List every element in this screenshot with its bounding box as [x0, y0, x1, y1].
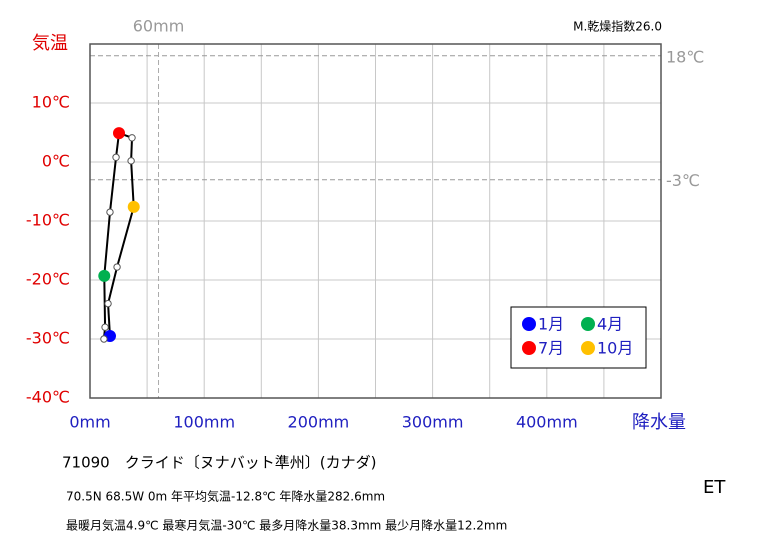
- y-tick-label: 10℃: [32, 93, 70, 112]
- reference-label: 18℃: [666, 47, 704, 66]
- x-tick-label: 100mm: [173, 413, 235, 432]
- month-point: [127, 200, 140, 213]
- month-point: [101, 323, 109, 331]
- x-tick-label: 400mm: [516, 413, 578, 432]
- x-tick-label: 300mm: [402, 413, 464, 432]
- reference-label: 60mm: [133, 17, 185, 36]
- legend-marker: [522, 317, 536, 331]
- month-point: [112, 153, 120, 161]
- info-line: 70.5N 68.5W 0m 年平均気温-12.8℃ 年降水量282.6mm: [66, 489, 385, 504]
- y-tick-label: 0℃: [42, 152, 70, 171]
- month-point: [128, 134, 136, 142]
- dryness-index: M.乾燥指数26.0: [573, 19, 662, 34]
- y-axis-label: 気温: [32, 33, 68, 54]
- month-point: [100, 335, 108, 343]
- info-line: 最暖月気温4.9℃ 最寒月気温-30℃ 最多月降水量38.3mm 最少月降水量1…: [66, 518, 507, 533]
- legend-marker: [581, 341, 595, 355]
- month-point: [104, 299, 112, 308]
- plot-frame: [89, 43, 662, 399]
- month-point: [127, 157, 135, 165]
- month-point: [106, 208, 114, 216]
- y-tick-label: -20℃: [26, 270, 70, 289]
- x-axis-label: 降水量: [632, 412, 686, 433]
- y-tick-label: -10℃: [26, 211, 70, 230]
- legend-marker: [581, 317, 595, 331]
- y-tick-label: -30℃: [26, 329, 70, 348]
- station: 71090 クライド〔ヌナバット準州〕(カナダ): [62, 454, 376, 472]
- legend-label: 1月: [538, 315, 564, 334]
- x-tick-label: 0mm: [69, 413, 110, 432]
- legend-box: [510, 306, 647, 369]
- y-tick-label: -40℃: [26, 388, 70, 407]
- legend-label: 10月: [597, 339, 633, 358]
- month-point: [98, 269, 111, 282]
- legend-label: 7月: [538, 339, 564, 358]
- reference-label: -3℃: [666, 171, 700, 190]
- month-point: [113, 127, 126, 140]
- climate-class: ET: [703, 477, 726, 498]
- legend-marker: [522, 341, 536, 355]
- legend-label: 4月: [597, 315, 623, 334]
- month-point: [113, 263, 121, 271]
- x-tick-label: 200mm: [288, 413, 350, 432]
